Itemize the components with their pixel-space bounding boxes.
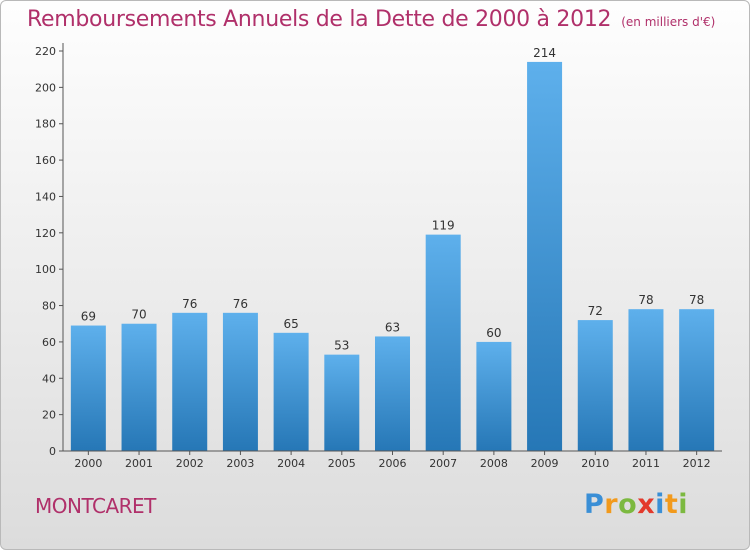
title-main: Remboursements Annuels de la Dette de 20…: [27, 7, 612, 32]
x-tick-label: 2012: [683, 457, 711, 470]
data-label-2007: 119: [432, 219, 455, 233]
bar-2003: [222, 312, 258, 451]
bars: 69 70 76 76 65 53 63 119 60 214 72 78 78: [70, 46, 715, 452]
x-tick-label: 2009: [531, 457, 559, 470]
chart-title: Remboursements Annuels de la Dette de 20…: [27, 7, 715, 32]
x-tick-label: 2000: [74, 457, 102, 470]
x-tick-label: 2007: [429, 457, 457, 470]
data-label-2009: 214: [533, 46, 556, 60]
logo-letter: t: [664, 489, 679, 520]
bar-2011: [628, 309, 664, 451]
x-tick-label: 2003: [226, 457, 254, 470]
y-tick-label: 160: [35, 154, 56, 167]
bar-2005: [324, 354, 360, 451]
data-label-2003: 76: [233, 297, 248, 311]
data-label-2000: 69: [81, 310, 96, 324]
data-label-2002: 76: [182, 297, 197, 311]
x-tick-label: 2010: [581, 457, 609, 470]
logo-letter: P: [584, 489, 605, 520]
bar-2007: [425, 234, 461, 451]
title-unit: (en milliers d'€): [621, 15, 716, 29]
bar-2010: [577, 320, 613, 451]
bar-2009: [527, 61, 563, 452]
proxiti-logo: Proxiti: [584, 489, 688, 520]
y-tick-label: 180: [35, 118, 56, 131]
data-label-2008: 60: [486, 326, 501, 340]
data-label-2004: 65: [283, 317, 298, 331]
y-tick-label: 40: [42, 372, 56, 385]
x-tick-label: 2001: [125, 457, 153, 470]
data-label-2006: 63: [385, 320, 400, 334]
bar-2000: [70, 325, 106, 451]
data-label-2001: 70: [131, 308, 146, 322]
logo-letter: i: [655, 489, 665, 520]
data-label-2012: 78: [689, 293, 704, 307]
data-label-2005: 53: [334, 339, 349, 353]
logo-letter: o: [618, 489, 638, 520]
y-tick-label: 80: [42, 300, 56, 313]
bar-2008: [476, 341, 512, 451]
y-tick-label: 140: [35, 190, 56, 203]
y-tick-label: 200: [35, 81, 56, 94]
y-tick-label: 220: [35, 45, 56, 58]
data-label-2010: 72: [588, 304, 603, 318]
x-tick-label: 2005: [328, 457, 356, 470]
x-tick-label: 2011: [632, 457, 660, 470]
y-tick-label: 20: [42, 409, 56, 422]
x-tick-label: 2002: [176, 457, 204, 470]
logo-letter: i: [678, 489, 689, 520]
y-tick-label: 120: [35, 227, 56, 240]
bar-2001: [121, 323, 157, 451]
bar-2002: [172, 312, 208, 451]
bar-2004: [273, 332, 309, 451]
logo-letter: r: [604, 489, 619, 520]
x-tick-label: 2004: [277, 457, 305, 470]
x-tick-label: 2008: [480, 457, 508, 470]
y-tick-label: 100: [35, 263, 56, 276]
x-axis: 2000 2001 2002 2003 2004 2005 2006 2007 2008 2009…: [63, 450, 722, 470]
logo-letter: x: [637, 489, 656, 520]
y-axis: 0 20 40 60 80 100 120 140 160 180 200 220: [35, 43, 64, 458]
bar-2006: [375, 336, 410, 451]
y-tick-label: 60: [42, 336, 56, 349]
bar-2012: [679, 309, 715, 451]
commune-name: MONTCARET: [35, 494, 156, 518]
y-tick-label: 0: [49, 445, 56, 458]
data-label-2011: 78: [638, 293, 653, 307]
x-tick-label: 2006: [379, 457, 407, 470]
